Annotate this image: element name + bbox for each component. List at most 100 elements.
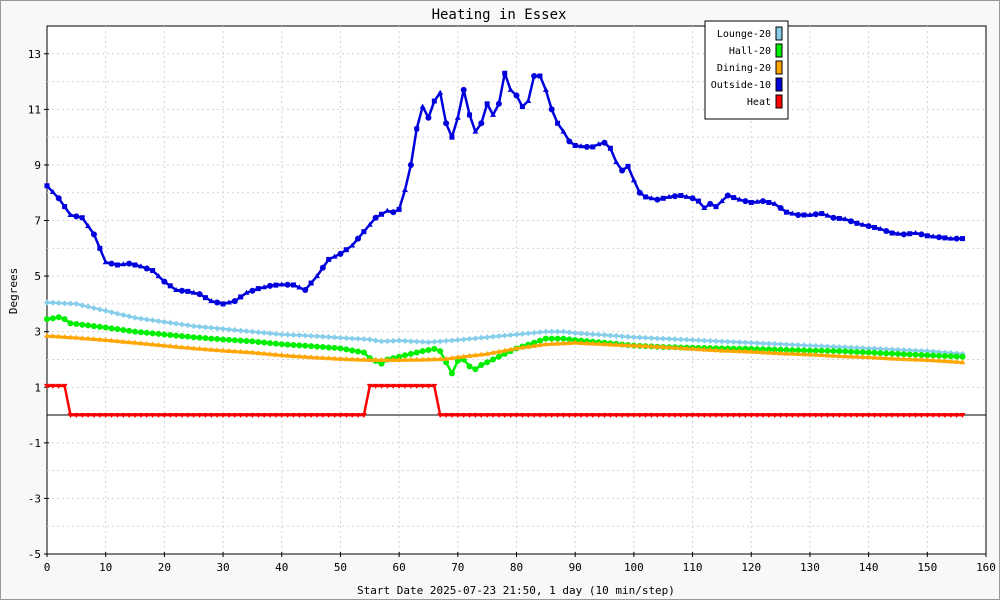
data-point bbox=[290, 353, 297, 359]
data-point bbox=[79, 413, 86, 419]
data-point bbox=[184, 344, 191, 350]
data-point bbox=[819, 211, 825, 217]
data-point bbox=[161, 413, 168, 419]
data-point bbox=[859, 413, 866, 419]
data-point bbox=[648, 335, 655, 342]
data-point bbox=[55, 383, 62, 389]
x-tick-label: 130 bbox=[800, 561, 820, 574]
data-point bbox=[953, 413, 960, 419]
data-point bbox=[401, 352, 408, 359]
x-tick-label: 10 bbox=[99, 561, 112, 574]
data-point bbox=[108, 260, 115, 267]
data-point bbox=[85, 223, 92, 229]
data-point bbox=[589, 413, 596, 419]
data-point bbox=[630, 342, 637, 348]
data-point bbox=[243, 413, 250, 419]
data-point bbox=[619, 167, 626, 174]
data-point bbox=[490, 356, 497, 363]
data-point bbox=[355, 356, 362, 362]
y-tick-label: 13 bbox=[28, 48, 41, 61]
data-point bbox=[883, 350, 890, 357]
data-point bbox=[555, 120, 561, 126]
data-point bbox=[472, 352, 479, 358]
data-point bbox=[108, 309, 115, 316]
data-point bbox=[936, 413, 943, 419]
data-point bbox=[278, 341, 285, 348]
data-point bbox=[208, 298, 215, 304]
data-point bbox=[801, 351, 808, 357]
data-point bbox=[326, 256, 332, 262]
x-tick-label: 60 bbox=[393, 561, 406, 574]
data-point bbox=[560, 335, 567, 342]
legend-swatch bbox=[775, 26, 783, 41]
data-point bbox=[407, 356, 414, 362]
data-point bbox=[765, 413, 772, 419]
data-point bbox=[613, 159, 620, 165]
data-point bbox=[894, 413, 901, 419]
data-point bbox=[55, 195, 62, 202]
data-point bbox=[372, 357, 379, 363]
data-point bbox=[501, 347, 508, 353]
legend-box bbox=[704, 20, 789, 120]
data-point bbox=[583, 413, 590, 419]
data-point bbox=[178, 287, 185, 294]
data-point bbox=[848, 413, 855, 419]
data-point bbox=[449, 134, 455, 140]
data-point bbox=[613, 332, 620, 339]
data-point bbox=[425, 356, 432, 362]
data-point bbox=[225, 347, 232, 353]
data-point bbox=[507, 86, 514, 92]
data-point bbox=[548, 413, 555, 419]
data-point bbox=[636, 342, 643, 348]
data-point bbox=[378, 338, 385, 345]
data-point bbox=[836, 215, 842, 221]
data-point bbox=[754, 413, 761, 419]
data-point bbox=[454, 413, 461, 419]
data-point bbox=[155, 273, 162, 279]
data-point bbox=[214, 299, 221, 306]
data-point bbox=[812, 351, 819, 357]
data-point bbox=[806, 351, 813, 357]
legend-label: Dining-20 bbox=[717, 63, 771, 74]
data-point bbox=[783, 346, 790, 353]
data-point bbox=[959, 413, 966, 419]
data-point bbox=[889, 355, 896, 361]
data-point bbox=[542, 86, 549, 92]
data-point bbox=[443, 355, 450, 361]
data-point bbox=[718, 413, 725, 419]
x-tick-label: 30 bbox=[216, 561, 229, 574]
data-point bbox=[777, 205, 784, 212]
data-point bbox=[894, 355, 901, 361]
data-point bbox=[777, 350, 784, 356]
data-point bbox=[912, 356, 919, 362]
data-point bbox=[261, 413, 268, 419]
data-point bbox=[812, 211, 819, 218]
data-point bbox=[754, 198, 761, 204]
y-tick-label: 9 bbox=[34, 159, 41, 172]
data-point bbox=[85, 413, 92, 419]
data-point bbox=[941, 413, 948, 419]
data-point bbox=[495, 100, 502, 107]
data-point bbox=[894, 230, 901, 236]
data-point bbox=[284, 331, 291, 338]
data-point bbox=[255, 286, 261, 292]
data-point bbox=[407, 383, 414, 389]
data-point bbox=[759, 198, 766, 205]
data-point bbox=[595, 331, 602, 338]
data-point bbox=[894, 346, 901, 353]
data-point bbox=[507, 332, 514, 339]
data-point bbox=[296, 284, 303, 290]
data-point bbox=[742, 348, 749, 354]
data-point bbox=[830, 343, 837, 350]
data-point bbox=[120, 312, 127, 319]
data-point bbox=[137, 263, 144, 269]
data-point bbox=[812, 347, 819, 354]
data-point bbox=[396, 357, 403, 363]
data-point bbox=[495, 413, 502, 419]
data-point bbox=[249, 413, 256, 419]
data-point bbox=[795, 347, 802, 354]
data-point bbox=[654, 343, 661, 349]
data-point bbox=[731, 195, 737, 201]
data-point bbox=[830, 352, 837, 358]
data-point bbox=[419, 103, 426, 109]
